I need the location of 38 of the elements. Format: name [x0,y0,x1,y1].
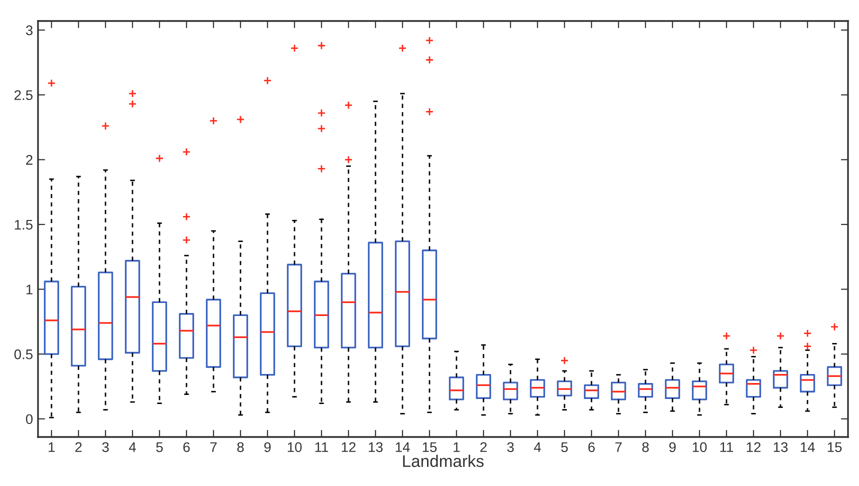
x-tick-label: 5 [156,442,163,452]
x-tick-label: 15 [422,442,437,452]
y-tick-label: 2 [26,155,32,165]
x-tick-label: 10 [692,442,707,452]
x-tick-label: 4 [534,442,541,452]
x-tick-label: 13 [368,442,383,452]
x-tick-label: 8 [642,442,649,452]
y-tick-label: 2.5 [14,90,33,100]
y-tick-label: 1.5 [14,220,33,230]
x-tick-label: 8 [237,442,244,452]
y-tick-label: 3 [26,25,33,36]
x-tick-label: 14 [800,442,815,452]
y-tick-label: 0.5 [14,349,33,360]
x-tick-label: 3 [507,442,514,452]
x-tick-label: 11 [720,442,734,452]
x-tick-label: 5 [561,442,568,452]
x-axis-title: Landmarks [403,454,484,468]
x-tick-label: 14 [396,442,410,452]
x-tick-label: 7 [210,442,217,452]
x-tick-label: 12 [746,442,761,452]
x-tick-label: 1 [454,442,460,452]
x-tick-label: 9 [669,442,676,452]
x-tick-label: 6 [183,442,190,452]
x-tick-label: 1 [48,442,55,452]
x-tick-label: 13 [774,442,788,452]
x-tick-label: 12 [342,442,356,452]
y-tick-label: 1 [26,284,32,294]
x-tick-label: 10 [288,442,302,452]
x-tick-label: 6 [588,442,595,452]
x-tick-label: 4 [128,442,136,452]
x-tick-label: 9 [264,442,271,452]
x-tick-label: 2 [480,442,487,452]
x-tick-label: 7 [615,442,622,452]
x-tick-label: 2 [75,442,82,452]
x-tick-label: 3 [102,442,109,452]
y-tick-label: 0 [26,414,33,424]
x-tick-label: 11 [315,442,328,452]
x-tick-label: 15 [828,442,842,452]
